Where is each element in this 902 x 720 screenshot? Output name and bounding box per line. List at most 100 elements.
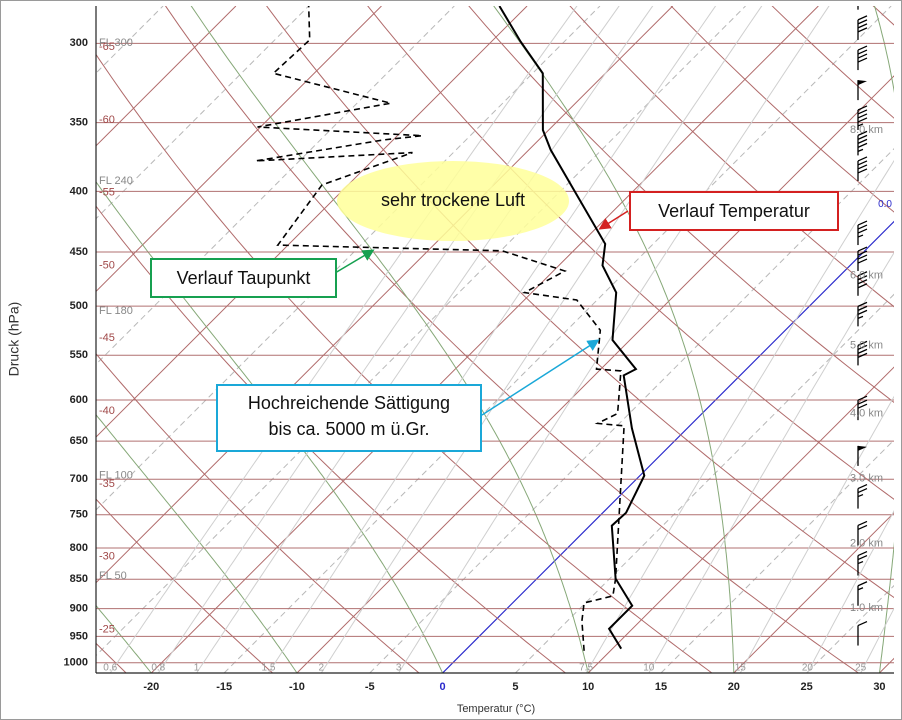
x-tick-label: -5 bbox=[365, 681, 375, 693]
moist-adiabat bbox=[190, 6, 589, 673]
isotherm bbox=[96, 6, 237, 147]
wind-barb bbox=[857, 445, 867, 466]
dry-adiabat bbox=[367, 6, 894, 500]
dry-adiabat bbox=[569, 6, 894, 308]
x-tick-label: -15 bbox=[216, 681, 232, 693]
y-tick-label: 900 bbox=[70, 603, 88, 615]
mixing-ratio-line bbox=[860, 607, 894, 673]
wind-barb bbox=[857, 80, 867, 101]
freezing-level-label: 0.0 bbox=[878, 199, 892, 210]
isotherm bbox=[587, 366, 894, 673]
x-tick-label: 30 bbox=[873, 681, 885, 693]
mixing-ratio-line bbox=[585, 159, 894, 673]
isotherm bbox=[96, 6, 746, 657]
height-label: 3.0 km bbox=[850, 472, 883, 484]
wind-barb bbox=[857, 130, 868, 156]
isotherm bbox=[515, 293, 894, 673]
wind-barb bbox=[857, 483, 868, 509]
wind-barb bbox=[857, 271, 868, 296]
height-label: 6.0 km bbox=[850, 269, 883, 281]
y-tick-label: 300 bbox=[70, 37, 88, 49]
dry-adiabat bbox=[96, 498, 273, 673]
saturation-note: Hochreichende Sättigung bis ca. 5000 m ü… bbox=[216, 384, 482, 452]
x-tick-label: 15 bbox=[655, 681, 667, 693]
wind-barb bbox=[857, 550, 868, 576]
wind-barb bbox=[857, 15, 868, 40]
dewpoint-arrow bbox=[334, 249, 375, 274]
saturation-arrow bbox=[481, 339, 600, 416]
flight-level-label: FL 180 bbox=[99, 305, 133, 317]
mixing-ratio-label: 15 bbox=[735, 663, 747, 674]
y-tick-label: 800 bbox=[70, 542, 88, 554]
x-tick-label: 20 bbox=[728, 681, 740, 693]
moist-adiabat bbox=[493, 6, 735, 673]
dry-air-highlight bbox=[337, 161, 569, 241]
isotherm-label: -60 bbox=[99, 114, 115, 126]
wind-barb bbox=[857, 620, 868, 646]
isotherm-label: -50 bbox=[99, 259, 115, 271]
wind-barb bbox=[857, 156, 868, 181]
isotherm bbox=[296, 75, 894, 673]
isotherm-label: -55 bbox=[99, 187, 115, 199]
isotherm-label: -35 bbox=[99, 478, 115, 490]
x-tick-label: -20 bbox=[143, 681, 159, 693]
dry-adiabat bbox=[266, 6, 894, 599]
y-tick-label: 850 bbox=[70, 573, 88, 585]
mixing-ratio-label: 3 bbox=[396, 663, 402, 674]
isotherm-label: -25 bbox=[99, 623, 115, 635]
x-tick-label: -10 bbox=[289, 681, 305, 693]
y-tick-label: 750 bbox=[70, 509, 88, 521]
dry-adiabat bbox=[96, 352, 420, 673]
dewpoint-line bbox=[255, 6, 625, 651]
x-tick-label: 0 bbox=[440, 681, 446, 693]
y-tick-label: 650 bbox=[70, 435, 88, 447]
saturation-note-line: bis ca. 5000 m ü.Gr. bbox=[268, 419, 430, 439]
wind-barb bbox=[857, 246, 868, 272]
mixing-ratio-line bbox=[739, 395, 894, 673]
height-label: 8.0 km bbox=[850, 124, 883, 136]
wind-barb bbox=[857, 395, 868, 421]
wind-barb bbox=[857, 520, 868, 546]
grid bbox=[96, 6, 894, 673]
dry-air-label: sehr trockene Luft bbox=[381, 190, 525, 210]
temperature-arrow bbox=[598, 210, 629, 230]
mixing-ratio-line bbox=[267, 6, 717, 673]
height-label: 5.0 km bbox=[850, 340, 883, 352]
y-tick-label: 350 bbox=[70, 117, 88, 129]
y-tick-label: 500 bbox=[70, 300, 88, 312]
isotherm bbox=[96, 6, 528, 438]
wind-barb bbox=[857, 220, 868, 246]
height-label: 4.0 km bbox=[850, 407, 883, 419]
flight-level-label: FL 240 bbox=[99, 175, 133, 187]
flight-level-label: FL 100 bbox=[99, 470, 133, 482]
x-axis-title: Temperatur (°C) bbox=[457, 703, 535, 715]
temperature-line bbox=[498, 6, 646, 650]
mixing-ratio-label: 1.5 bbox=[261, 663, 275, 674]
isotherm bbox=[96, 6, 601, 511]
y-tick-label: 1000 bbox=[64, 657, 88, 669]
saturation-note-line: Hochreichende Sättigung bbox=[247, 393, 451, 413]
labels: 0.6 0.8 1 1.5 2 3 7.5 10 15 20 2530035040045050055… bbox=[64, 37, 893, 693]
isotherm-label: -65 bbox=[99, 41, 115, 53]
height-label: 2.0 km bbox=[850, 537, 883, 549]
wind-barb bbox=[857, 6, 859, 10]
isotherm bbox=[150, 6, 819, 673]
wind-barb bbox=[857, 581, 868, 606]
y-tick-label: 950 bbox=[70, 630, 88, 642]
mixing-ratio-label: 1 bbox=[194, 663, 200, 674]
dry-adiabat bbox=[872, 6, 894, 26]
y-axis-title: Druck (hPa) bbox=[6, 302, 22, 377]
mixing-ratio-label: 25 bbox=[855, 663, 867, 674]
mixing-ratio-line bbox=[648, 251, 894, 673]
wind-barb bbox=[857, 45, 868, 71]
x-tick-label: 5 bbox=[512, 681, 518, 693]
y-tick-label: 400 bbox=[70, 185, 88, 197]
mixing-ratio-line bbox=[398, 6, 830, 673]
dry-adiabat bbox=[670, 6, 894, 213]
isotherm bbox=[369, 148, 894, 673]
isotherm-label: -45 bbox=[99, 332, 115, 344]
mixing-ratio-line bbox=[806, 510, 894, 673]
dry-adiabat bbox=[468, 6, 894, 403]
y-tick-label: 600 bbox=[70, 394, 88, 406]
